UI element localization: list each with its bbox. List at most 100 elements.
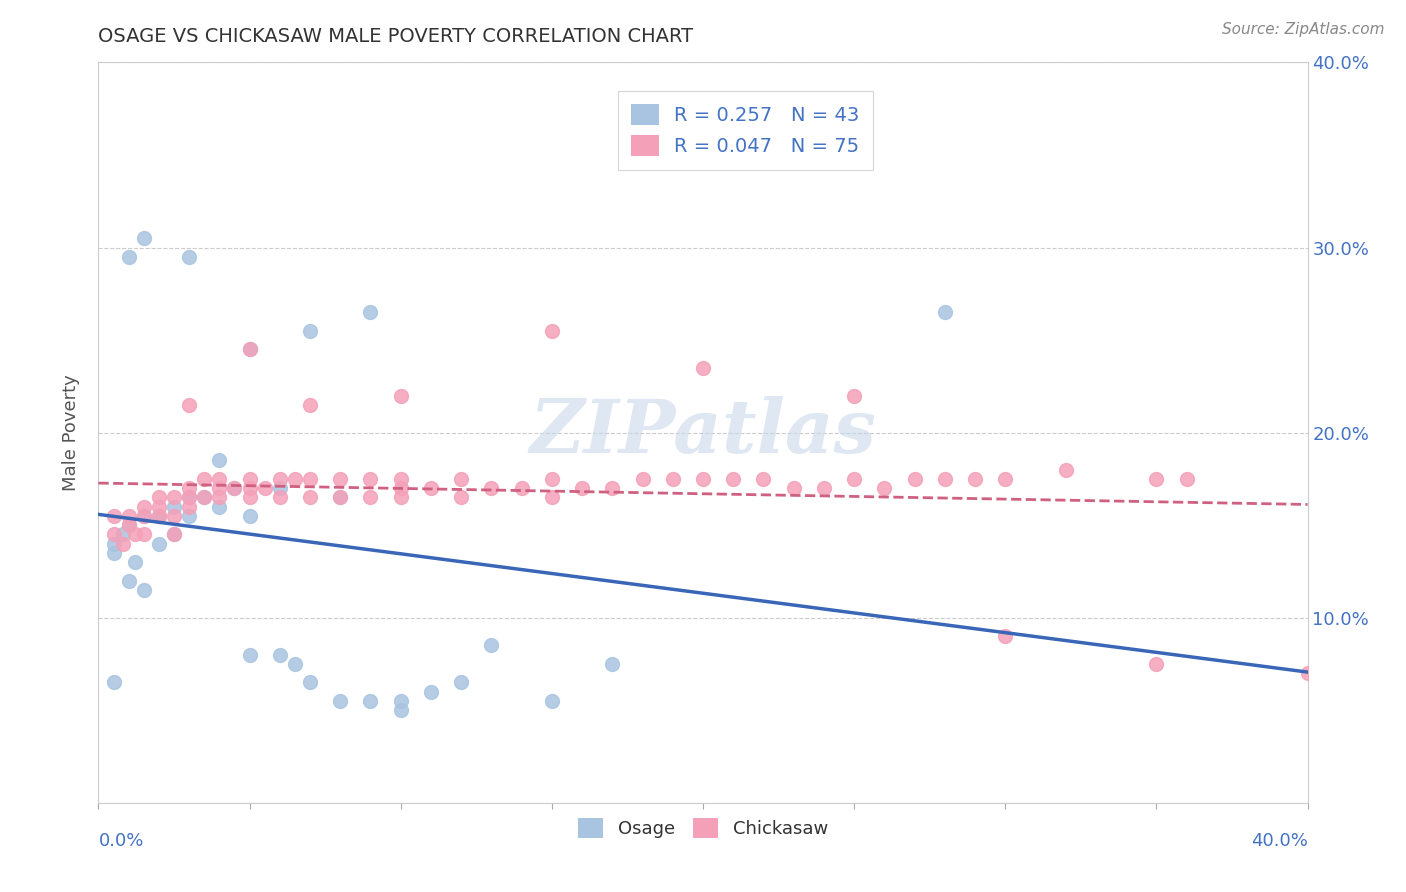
Point: [111, 536, 134, 550]
Point: [360, 305, 382, 319]
Point: [329, 694, 352, 708]
Point: [193, 491, 215, 505]
Point: [132, 231, 155, 245]
Point: [965, 472, 987, 486]
Point: [284, 472, 307, 486]
Point: [118, 518, 141, 533]
Point: [844, 388, 866, 402]
Point: [224, 481, 246, 495]
Point: [132, 582, 155, 597]
Point: [299, 472, 322, 486]
Point: [208, 472, 231, 486]
Point: [540, 324, 562, 338]
Point: [208, 481, 231, 495]
Point: [179, 250, 201, 264]
Point: [934, 305, 956, 319]
Point: [239, 508, 262, 523]
Point: [239, 648, 262, 662]
Point: [420, 481, 443, 495]
Point: [179, 491, 201, 505]
Point: [148, 491, 170, 505]
Point: [389, 491, 412, 505]
Point: [269, 491, 291, 505]
Point: [602, 481, 624, 495]
Point: [329, 491, 352, 505]
Point: [692, 472, 714, 486]
Point: [540, 694, 562, 708]
Point: [1296, 666, 1319, 681]
Point: [360, 472, 382, 486]
Point: [239, 472, 262, 486]
Point: [118, 518, 141, 533]
Point: [103, 508, 125, 523]
Point: [224, 481, 246, 495]
Point: [450, 472, 472, 486]
Point: [329, 491, 352, 505]
Point: [299, 398, 322, 412]
Point: [163, 500, 186, 514]
Point: [163, 527, 186, 541]
Point: [163, 491, 186, 505]
Point: [1054, 462, 1077, 476]
Point: [269, 472, 291, 486]
Point: [193, 491, 215, 505]
Y-axis label: Male Poverty: Male Poverty: [62, 375, 80, 491]
Point: [179, 508, 201, 523]
Point: [179, 398, 201, 412]
Point: [208, 491, 231, 505]
Point: [481, 481, 503, 495]
Point: [1144, 657, 1167, 671]
Point: [481, 639, 503, 653]
Point: [179, 481, 201, 495]
Point: [389, 481, 412, 495]
Point: [1175, 472, 1198, 486]
Point: [723, 472, 745, 486]
Point: [239, 481, 262, 495]
Point: [450, 675, 472, 690]
Point: [132, 508, 155, 523]
Point: [111, 527, 134, 541]
Point: [389, 703, 412, 717]
Point: [752, 472, 775, 486]
Point: [148, 508, 170, 523]
Point: [783, 481, 806, 495]
Point: [239, 343, 262, 357]
Text: Source: ZipAtlas.com: Source: ZipAtlas.com: [1222, 22, 1385, 37]
Point: [148, 500, 170, 514]
Point: [360, 491, 382, 505]
Point: [124, 527, 146, 541]
Point: [239, 343, 262, 357]
Point: [208, 453, 231, 467]
Point: [179, 500, 201, 514]
Text: 40.0%: 40.0%: [1251, 832, 1308, 850]
Point: [124, 555, 146, 569]
Point: [571, 481, 593, 495]
Point: [329, 472, 352, 486]
Point: [1144, 472, 1167, 486]
Point: [420, 685, 443, 699]
Point: [179, 491, 201, 505]
Point: [193, 472, 215, 486]
Legend: Osage, Chickasaw: Osage, Chickasaw: [571, 811, 835, 846]
Point: [103, 546, 125, 560]
Point: [284, 657, 307, 671]
Point: [692, 360, 714, 375]
Point: [299, 324, 322, 338]
Point: [163, 508, 186, 523]
Point: [994, 629, 1017, 643]
Point: [269, 481, 291, 495]
Text: OSAGE VS CHICKASAW MALE POVERTY CORRELATION CHART: OSAGE VS CHICKASAW MALE POVERTY CORRELAT…: [98, 27, 693, 45]
Point: [994, 472, 1017, 486]
Point: [389, 694, 412, 708]
Point: [103, 527, 125, 541]
Point: [148, 508, 170, 523]
Point: [163, 527, 186, 541]
Point: [208, 500, 231, 514]
Point: [253, 481, 276, 495]
Point: [103, 675, 125, 690]
Point: [934, 472, 956, 486]
Point: [661, 472, 683, 486]
Point: [118, 574, 141, 588]
Point: [813, 481, 835, 495]
Point: [540, 472, 562, 486]
